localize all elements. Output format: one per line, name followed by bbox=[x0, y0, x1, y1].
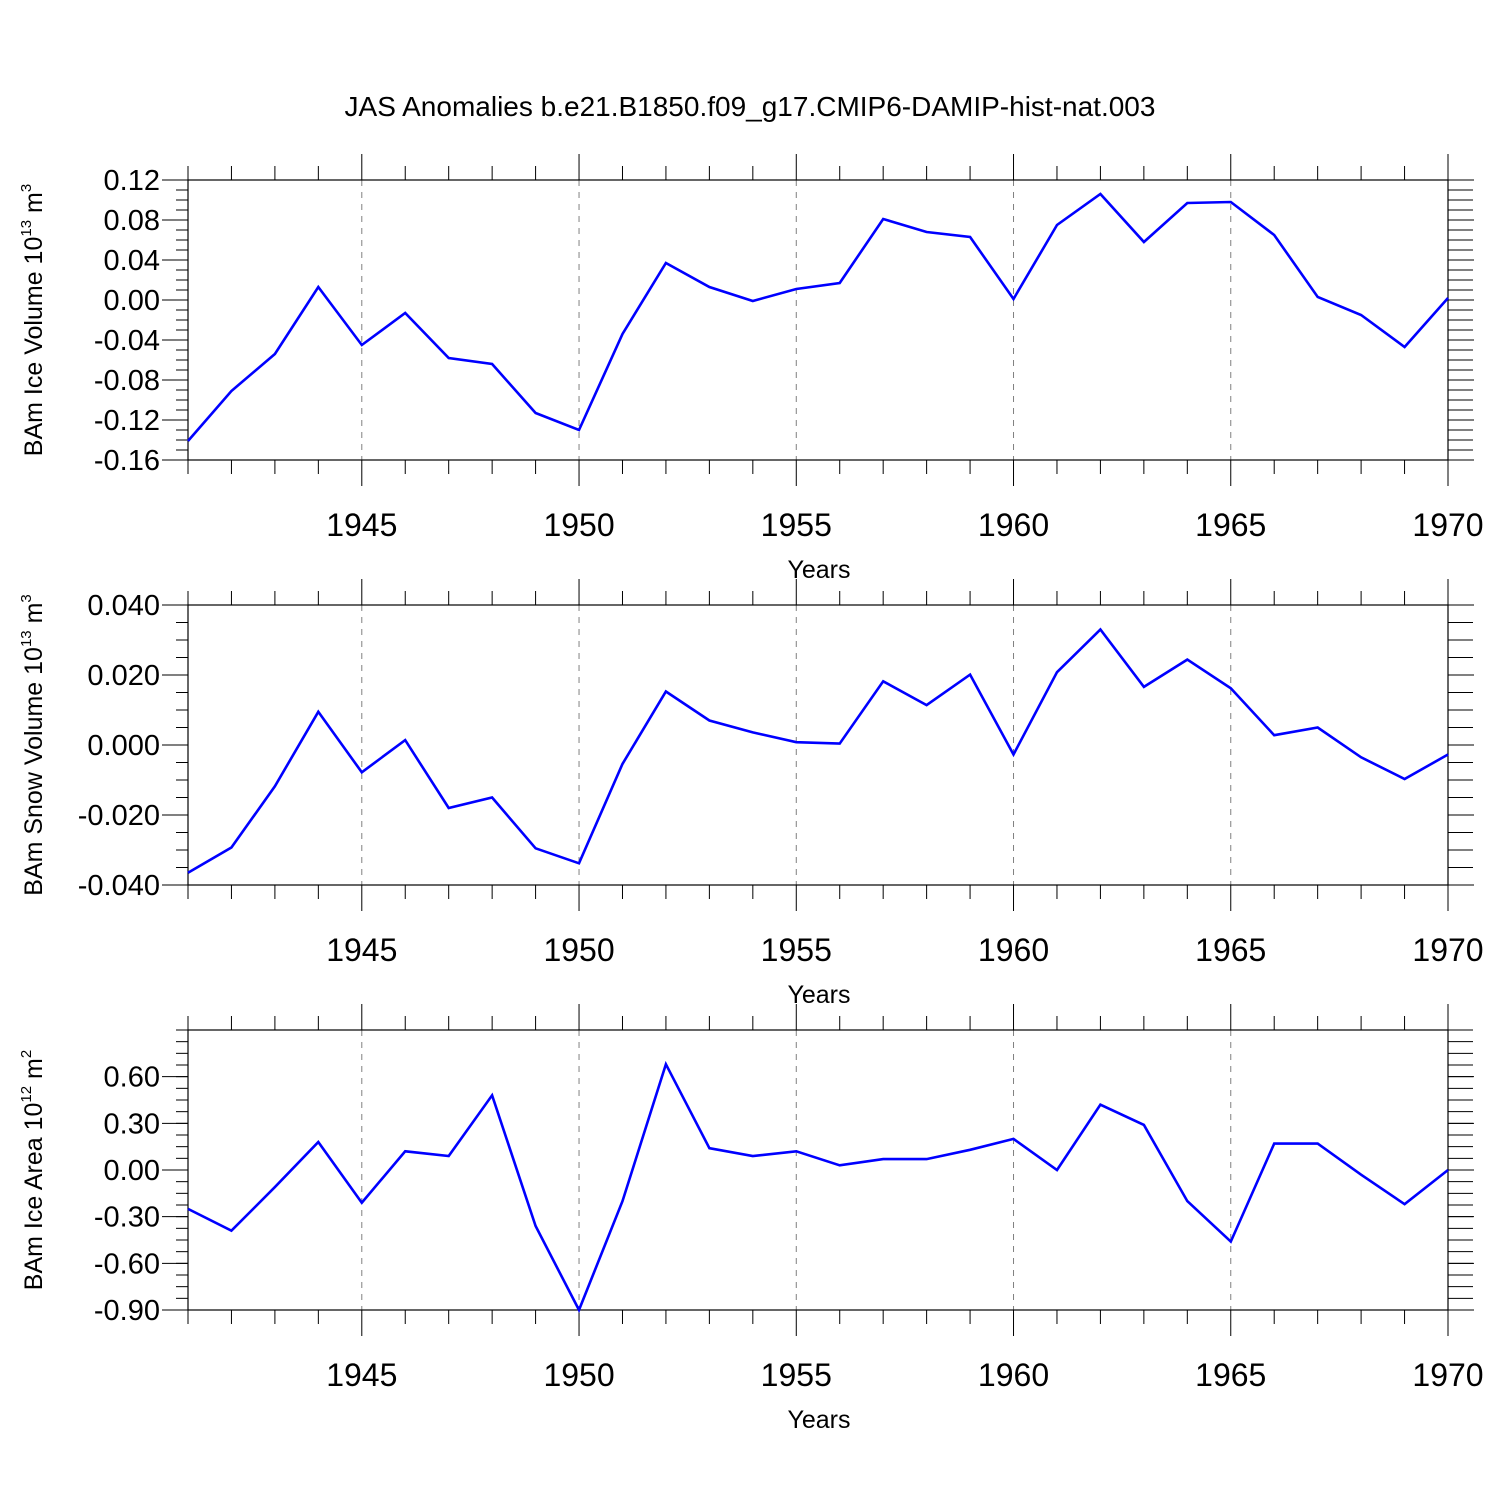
chart-panels: -0.16 -0.12 -0.08 -0.04 0.00 0.04 0.08 0.12 1945… bbox=[18, 154, 1484, 1434]
y-tick-label: -0.04 bbox=[94, 325, 160, 357]
series-line bbox=[187, 1060, 1449, 1314]
y-axis-label: BAm Ice Volume 1013 m3 bbox=[18, 184, 48, 456]
y-tick-label: 0.00 bbox=[104, 285, 160, 317]
y-tick-label: -0.08 bbox=[94, 365, 160, 397]
y-axis-label: BAm Snow Volume 1013 m3 bbox=[18, 594, 48, 896]
x-axis-label: Years bbox=[787, 1406, 850, 1434]
y-tick-label: -0.12 bbox=[94, 405, 160, 437]
x-tick-label: 1955 bbox=[761, 932, 832, 968]
y-tick-label: -0.020 bbox=[78, 800, 160, 832]
y-tick-label: 0.020 bbox=[87, 660, 160, 692]
y-tick-label: 0.00 bbox=[104, 1155, 160, 1187]
plot-frame bbox=[187, 604, 1449, 886]
x-tick-label: 1965 bbox=[1195, 507, 1266, 543]
panel-3: -0.90 -0.60 -0.30 0.00 0.30 0.60 1945 1950 1955 1… bbox=[18, 1004, 1484, 1434]
plot-frame bbox=[187, 1029, 1449, 1311]
x-tick-label: 1965 bbox=[1195, 932, 1266, 968]
x-tick-label: 1950 bbox=[543, 932, 614, 968]
y-tick-label: -0.30 bbox=[94, 1202, 160, 1234]
y-tick-label: 0.08 bbox=[104, 205, 160, 237]
y-tick-label: 0.60 bbox=[104, 1062, 160, 1094]
x-tick-label: 1955 bbox=[761, 507, 832, 543]
y-axis-label: BAm Ice Area 1012 m2 bbox=[18, 1050, 48, 1290]
x-tick-label: 1960 bbox=[978, 1357, 1049, 1393]
x-tick-label: 1945 bbox=[326, 1357, 397, 1393]
x-tick-label: 1960 bbox=[978, 507, 1049, 543]
y-tick-label: 0.12 bbox=[104, 165, 160, 197]
x-tick-label: 1970 bbox=[1412, 507, 1483, 543]
panel-2: -0.040 -0.020 0.000 0.020 0.040 1945 1950 1955 1… bbox=[18, 579, 1484, 1009]
x-axis-label: Years bbox=[787, 981, 850, 1009]
x-tick-label: 1945 bbox=[326, 507, 397, 543]
y-tick-label: 0.04 bbox=[104, 245, 160, 277]
x-tick-label: 1960 bbox=[978, 932, 1049, 968]
y-tick-label: -0.16 bbox=[94, 445, 160, 477]
y-tick-label: -0.60 bbox=[94, 1248, 160, 1280]
x-tick-label: 1965 bbox=[1195, 1357, 1266, 1393]
x-axis-label: Years bbox=[787, 556, 850, 584]
y-tick-label: 0.040 bbox=[87, 590, 160, 622]
x-tick-label: 1970 bbox=[1412, 932, 1483, 968]
x-tick-label: 1955 bbox=[761, 1357, 832, 1393]
series-line bbox=[187, 192, 1449, 442]
x-tick-label: 1950 bbox=[543, 507, 614, 543]
panel-1: -0.16 -0.12 -0.08 -0.04 0.00 0.04 0.08 0.12 1945… bbox=[18, 154, 1484, 584]
chart-title: JAS Anomalies b.e21.B1850.f09_g17.CMIP6-… bbox=[345, 91, 1156, 122]
x-tick-label: 1970 bbox=[1412, 1357, 1483, 1393]
x-tick-label: 1950 bbox=[543, 1357, 614, 1393]
y-tick-label: -0.040 bbox=[78, 870, 160, 902]
y-tick-label: -0.90 bbox=[94, 1295, 160, 1327]
series-line bbox=[187, 627, 1449, 874]
y-tick-label: 0.000 bbox=[87, 730, 160, 762]
y-tick-label: 0.30 bbox=[104, 1108, 160, 1140]
x-tick-label: 1945 bbox=[326, 932, 397, 968]
